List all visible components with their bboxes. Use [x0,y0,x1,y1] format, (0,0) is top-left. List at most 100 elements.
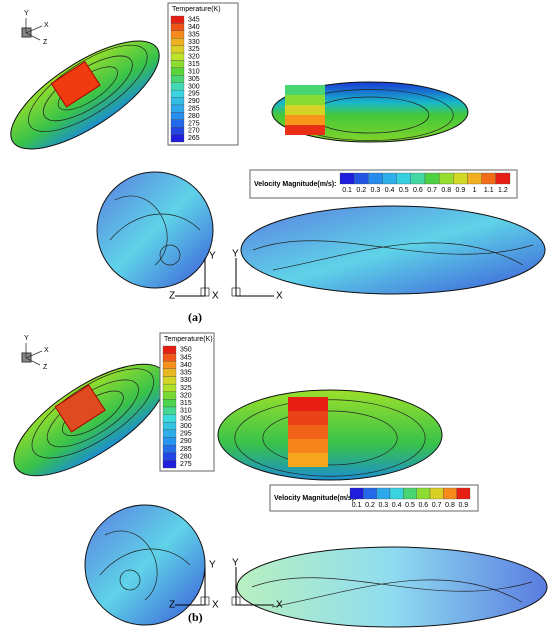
legend-title: Temperature(K) [164,336,213,343]
legend-label: 0.7 [427,187,437,194]
legend-swatch [403,487,417,500]
legend-label: 275 [188,120,200,127]
legend-swatch [170,60,185,69]
streamline [99,530,191,601]
legend-swatch [162,368,177,377]
heat-source [288,397,328,411]
legend-swatch [170,45,185,54]
legend-swatch [170,119,185,128]
vortex [119,569,141,591]
legend-label: 0.9 [456,187,466,194]
legend-label: 315 [180,400,192,407]
temperature-body [13,363,167,477]
legend-swatch [339,172,355,185]
legend-swatch [170,23,185,31]
legend-swatch [354,172,369,185]
axis-label: X [44,347,49,354]
panel-label: (a) [188,310,202,324]
cross-section [96,171,214,289]
legend-swatch [162,437,177,446]
legend-swatch [170,52,185,61]
axis-origin [200,287,210,297]
legend-label: 265 [188,135,200,142]
heat-source [54,384,106,433]
heat-source [288,425,328,439]
temperature-body [10,40,160,150]
heat-source [285,85,325,95]
legend-label: 0.5 [405,502,415,509]
legend-swatch [467,172,482,185]
heat-source [285,125,325,135]
legend-swatch [162,361,177,370]
legend-swatch [162,429,177,438]
axis-icon [25,343,43,366]
heat-source [288,439,328,453]
axis-label: Y [232,558,239,569]
legend-label: 340 [180,362,192,369]
legend-swatch [170,82,185,91]
axis [175,567,206,606]
axis-label: Z [169,291,175,302]
cross-section [84,504,206,626]
legend-swatch [456,487,471,500]
legend-label: 310 [180,408,192,415]
legend-label: 345 [188,17,200,24]
legend-label: 330 [188,39,200,46]
legend-label: 0.1 [352,502,362,509]
legend-swatch [162,444,177,453]
legend-label: 0.1 [342,187,352,194]
contour [262,410,398,466]
contour [28,44,148,132]
axis [235,567,274,606]
legend-label: 295 [188,91,200,98]
legend-swatch [162,452,177,461]
legend-swatch [481,172,496,185]
axis-label: Y [232,249,239,260]
legend-swatch [410,172,426,185]
panel-label: (b) [188,610,203,624]
legend-title: Velocity Magnitude(m/s): [254,181,336,188]
legend-swatch [162,345,177,354]
contour [31,368,155,459]
body [13,363,167,477]
legend-swatch [162,383,177,392]
legend-swatch [162,353,177,362]
panel: Y X Z Y Z X Y X Temperature(K) 350345340335330325… [13,332,548,628]
body [10,40,160,150]
axis-origin [200,596,210,606]
legend-label: 325 [180,385,192,392]
legend-swatch [162,406,177,415]
legend-swatch [416,487,431,500]
legend-swatch [162,422,177,431]
legend-swatch [376,487,391,500]
axis-label: X [212,600,219,611]
legend-swatch [170,104,185,113]
streamline [109,195,201,266]
legend-label: 335 [180,370,192,377]
legend-swatch [170,89,185,98]
heat-source [50,61,101,108]
long-section [240,205,546,295]
body [217,389,443,481]
legend-label: 1 [473,187,477,194]
legend-label: 0.4 [392,502,402,509]
legend-swatch [382,172,397,185]
axis-label: X [276,291,283,302]
legend-label: 0.6 [413,187,423,194]
legend-label: 290 [188,98,200,105]
legend-label: 0.2 [365,502,375,509]
legend-label: 300 [188,83,200,90]
legend-label: 305 [188,76,200,83]
axis-label: Y [209,251,216,262]
legend-swatch [162,376,177,385]
legend-label: 0.2 [356,187,366,194]
streamline [252,240,534,271]
axis-origin [231,596,241,606]
legend-swatch [170,134,185,143]
legend-swatch [170,97,185,106]
legend-label: 300 [180,423,192,430]
axis [235,258,274,297]
streamline [251,577,533,608]
long-section [236,546,548,628]
legend-swatch [443,487,457,500]
